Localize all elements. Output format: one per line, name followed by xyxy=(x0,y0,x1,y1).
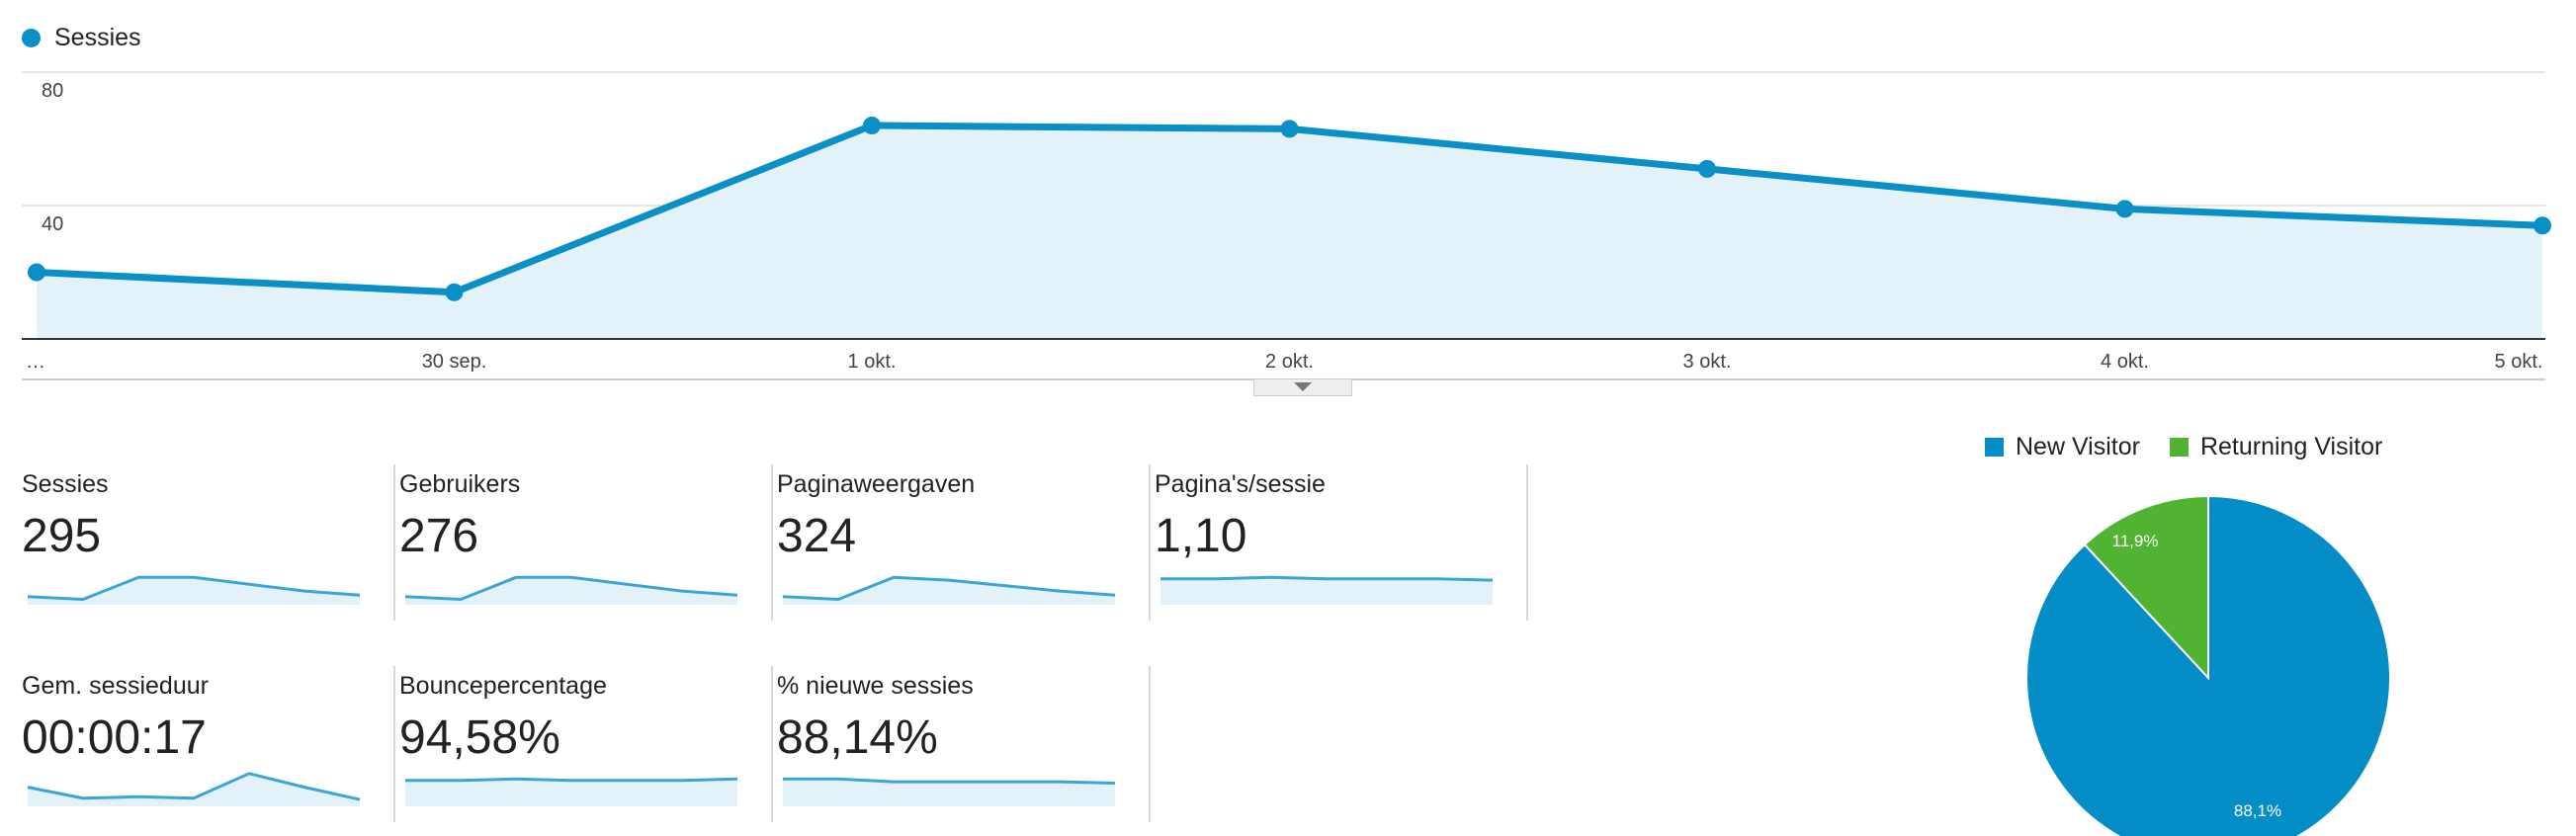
y-tick-label: 40 xyxy=(42,213,63,235)
metric-card[interactable]: Bouncepercentage 94,58% xyxy=(399,672,755,830)
new-visitor-swatch-icon xyxy=(1985,438,2004,457)
sparkline xyxy=(27,575,361,605)
metric-title: % nieuwe sessies xyxy=(777,672,974,700)
metric-divider xyxy=(393,464,395,621)
y-tick-label: 80 xyxy=(42,80,63,102)
pie-legend-new-label: New Visitor xyxy=(2016,433,2140,460)
metric-card[interactable]: Gem. sessieduur 00:00:17 xyxy=(22,672,378,830)
sparkline xyxy=(405,777,738,806)
sparkline-line xyxy=(783,777,1116,785)
collapse-toggle[interactable] xyxy=(1253,379,1352,396)
series-area xyxy=(37,125,2542,339)
sparkline-area xyxy=(783,577,1115,605)
x-tick-label: 4 okt. xyxy=(2101,351,2149,373)
metric-value: 88,14% xyxy=(777,711,938,764)
metric-card[interactable]: Pagina's/sessie 1,10 xyxy=(1155,470,1510,628)
series-dot-icon xyxy=(22,29,41,47)
x-tick-label: 1 okt. xyxy=(848,351,897,373)
sparkline-line xyxy=(27,575,361,601)
visitor-pie-chart: 88,1% 11,9% xyxy=(2025,494,2391,836)
metric-divider xyxy=(1149,666,1151,822)
caret-down-icon xyxy=(1294,382,1312,391)
x-tick-label: 3 okt. xyxy=(1683,351,1732,373)
sparkline-line xyxy=(405,777,738,783)
metric-title: Sessies xyxy=(22,470,109,498)
sparkline-line xyxy=(782,575,1116,601)
data-point xyxy=(28,263,45,282)
pie-legend-returning-label: Returning Visitor xyxy=(2199,433,2383,460)
pie-data-label: 11,9% xyxy=(2112,532,2159,550)
sparkline-area xyxy=(1160,577,1493,605)
metric-value: 1,10 xyxy=(1155,510,1247,562)
metric-divider xyxy=(393,666,395,822)
data-point xyxy=(2115,200,2134,218)
sparkline xyxy=(783,777,1116,806)
data-point xyxy=(863,117,881,134)
chart-legend[interactable]: Sessies xyxy=(22,24,141,52)
metric-title: Gebruikers xyxy=(399,470,521,498)
metric-divider xyxy=(771,464,773,621)
metric-divider xyxy=(1149,464,1151,621)
pie-legend: New Visitor Returning Visitor xyxy=(1985,433,2382,461)
metric-value: 94,58% xyxy=(399,711,560,764)
data-point xyxy=(1698,159,1716,178)
sparkline-area xyxy=(405,779,737,806)
data-point xyxy=(445,283,464,301)
x-tick-label: 30 sep. xyxy=(422,351,487,373)
sparkline-area xyxy=(405,577,737,605)
x-tick-label: 2 okt. xyxy=(1265,351,1314,373)
metric-value: 276 xyxy=(399,510,479,562)
sessions-line-chart: 80 40 … 30 sep. 1 okt. 2 okt. 3 okt. 4 okt. 5 ok… xyxy=(22,71,2551,380)
sparkline-line xyxy=(404,575,738,601)
metric-value: 324 xyxy=(777,510,857,562)
metric-title: Gem. sessieduur xyxy=(22,672,209,700)
sparkline-area xyxy=(783,779,1115,806)
legend-label: Sessies xyxy=(54,24,141,51)
metric-title: Pagina's/sessie xyxy=(1155,470,1326,498)
metric-card[interactable]: Sessies 295 xyxy=(22,470,378,628)
pie-legend-returning[interactable]: Returning Visitor xyxy=(2169,433,2383,461)
sparkline xyxy=(27,772,361,806)
sparkline-line xyxy=(27,772,361,801)
metric-card[interactable]: Paginaweergaven 324 xyxy=(777,470,1133,628)
metric-value: 00:00:17 xyxy=(22,711,207,764)
sparkline-area xyxy=(28,577,360,605)
data-point xyxy=(1280,120,1299,138)
metric-card[interactable]: Gebruikers 276 xyxy=(399,470,755,628)
sparkline xyxy=(1160,575,1494,605)
metric-divider xyxy=(1526,464,1528,621)
sparkline xyxy=(782,575,1116,605)
metric-card[interactable]: % nieuwe sessies 88,14% xyxy=(777,672,1133,830)
x-tick-label: 5 okt. xyxy=(2495,351,2543,373)
pie-slice xyxy=(2083,494,2209,681)
x-tick-label: … xyxy=(26,351,45,373)
metric-divider xyxy=(771,666,773,822)
pie-legend-new[interactable]: New Visitor xyxy=(1985,433,2140,461)
pie-data-label: 88,1% xyxy=(2234,801,2281,820)
metric-title: Paginaweergaven xyxy=(777,470,976,498)
data-point xyxy=(2533,216,2551,235)
sparkline-line xyxy=(1160,575,1494,582)
metric-title: Bouncepercentage xyxy=(399,672,607,700)
sparkline xyxy=(404,575,738,605)
metric-value: 295 xyxy=(22,510,102,562)
returning-visitor-swatch-icon xyxy=(2169,438,2189,457)
